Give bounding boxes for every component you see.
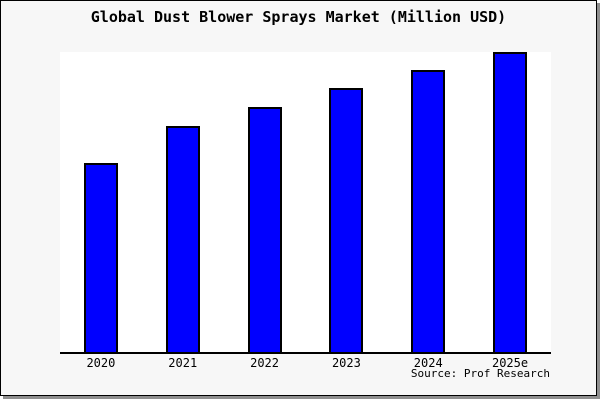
x-tick-label-2025e: 2025e: [491, 356, 529, 370]
bar-2024: [411, 70, 446, 352]
bar-slot: [142, 52, 224, 352]
bar-2025e: [493, 52, 528, 352]
bars-container: [60, 52, 551, 352]
bar-2021: [165, 126, 200, 352]
bar-slot: [60, 52, 142, 352]
x-tick-label-2020: 2020: [86, 356, 116, 370]
chart-title: Global Dust Blower Sprays Market (Millio…: [90, 8, 507, 26]
bar-slot: [224, 52, 306, 352]
x-tick-label-2024: 2024: [413, 356, 443, 370]
x-tick-label-2022: 2022: [250, 356, 280, 370]
x-tick-label-2023: 2023: [331, 356, 361, 370]
bar-2022: [247, 107, 282, 352]
source-caption: Source: Prof Research: [410, 367, 550, 380]
bar-slot: [305, 52, 387, 352]
x-tick-label-2021: 2021: [168, 356, 198, 370]
bar-slot: [387, 52, 469, 352]
plot-area: [60, 52, 551, 354]
x-axis-labels: 2020 2021 2022 2023 2024 2025e: [60, 356, 551, 370]
bar-2020: [83, 163, 118, 352]
bar-slot: [469, 52, 551, 352]
bar-2023: [329, 88, 364, 352]
